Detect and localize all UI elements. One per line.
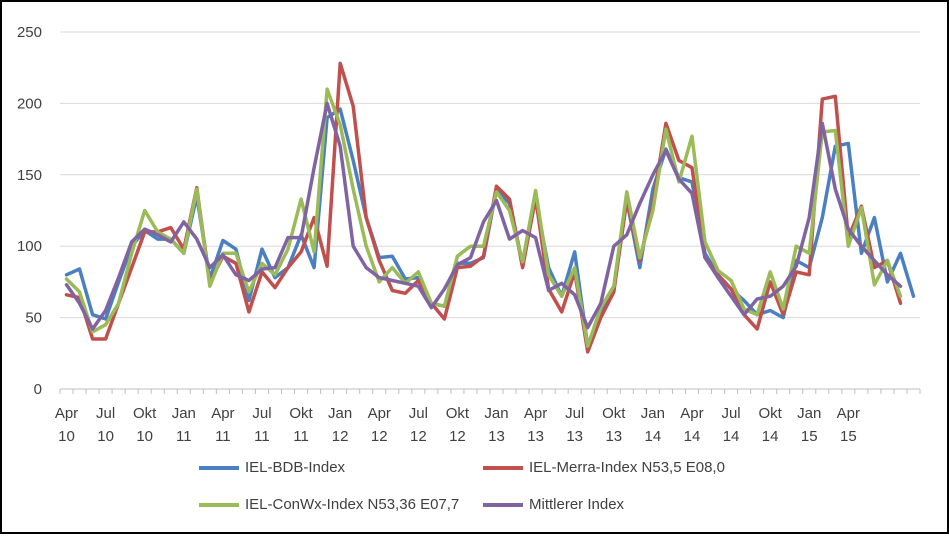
x-tick-label-year: 13 — [605, 428, 622, 445]
x-tick-label-month: Jan — [328, 405, 352, 422]
x-tick-label-month: Jul — [721, 405, 740, 422]
x-tick-label-year: 12 — [449, 428, 466, 445]
x-tick-label-year: 14 — [684, 428, 701, 445]
x-tick-label-year: 15 — [840, 428, 857, 445]
x-tick-label-year: 12 — [410, 428, 427, 445]
x-tick-label-month: Jan — [484, 405, 508, 422]
y-tick-label: 100 — [17, 238, 42, 255]
x-tick-label-month: Apr — [680, 405, 703, 422]
x-tick-label-month: Apr — [55, 405, 78, 422]
x-tick-label-year: 10 — [136, 428, 153, 445]
y-axis-tick-labels: 0 50 100 150 200 250 — [17, 24, 42, 398]
x-tick-label-month: Jul — [409, 405, 428, 422]
x-tick-label-year: 10 — [97, 428, 114, 445]
x-tick-label-month: Jan — [172, 405, 196, 422]
x-tick-label-year: 13 — [527, 428, 544, 445]
x-tick-label-year: 13 — [566, 428, 583, 445]
x-tick-label-month: Apr — [211, 405, 234, 422]
x-tick-label-year: 15 — [801, 428, 818, 445]
x-tick-label-month: Apr — [524, 405, 547, 422]
x-tick-label-year: 14 — [762, 428, 779, 445]
y-tick-label: 0 — [34, 381, 42, 398]
x-tick-label-year: 10 — [58, 428, 75, 445]
x-tick-label-month: Okt — [446, 405, 470, 422]
x-tick-label-month: Okt — [133, 405, 157, 422]
x-tick-label-year: 11 — [176, 428, 192, 445]
x-tick-label-month: Apr — [837, 405, 860, 422]
x-tick-label-year: 14 — [723, 428, 740, 445]
x-tick-label-year: 12 — [332, 428, 349, 445]
series-line-4 — [64, 101, 903, 331]
x-tick-label-year: 12 — [371, 428, 388, 445]
x-tick-label-year: 11 — [293, 428, 309, 445]
x-tick-label-year: 14 — [645, 428, 662, 445]
y-tick-label: 150 — [17, 167, 42, 184]
x-tick-label-month: Jul — [96, 405, 115, 422]
x-tick-label-month: Jan — [797, 405, 821, 422]
x-tick-label-month: Okt — [602, 405, 626, 422]
y-tick-label: 250 — [17, 24, 42, 41]
series-line-3 — [64, 87, 903, 348]
x-tick-label-month: Okt — [758, 405, 782, 422]
x-axis: Apr 10 Jul 10 Okt 10 Jan 11 Apr 11 Jul 11 Okt 11 Jan 12… — [55, 388, 921, 445]
y-tick-label: 200 — [17, 95, 42, 112]
y-tick-label: 50 — [25, 310, 42, 327]
x-tick-label-year: 11 — [254, 428, 270, 445]
x-tick-label-month: Jan — [641, 405, 665, 422]
x-tick-label-year: 13 — [488, 428, 505, 445]
x-tick-label-month: Apr — [368, 405, 391, 422]
series-lines — [64, 61, 916, 354]
x-tick-label-month: Jul — [252, 405, 271, 422]
x-tick-label-year: 11 — [215, 428, 231, 445]
x-tick-label-month: Jul — [565, 405, 584, 422]
x-tick-label-month: Okt — [289, 405, 313, 422]
